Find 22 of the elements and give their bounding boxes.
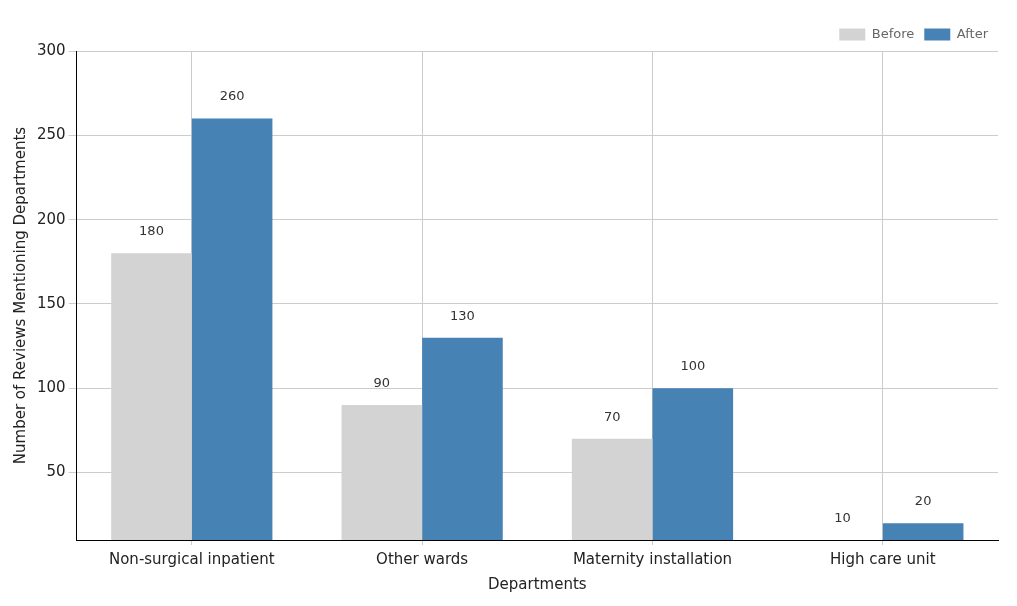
data-label: 90 [373, 374, 391, 390]
data-label: 260 [219, 88, 245, 104]
legend-label: After [956, 25, 989, 41]
x-tick-label: Other wards [376, 549, 469, 568]
x-axis-title: Departments [488, 574, 587, 593]
data-label: 100 [680, 358, 706, 374]
data-label: 20 [914, 493, 932, 509]
y-tick-label: 250 [36, 125, 66, 144]
y-tick-label: 200 [36, 209, 66, 228]
x-tick-label: Non-surgical inpatient [108, 549, 275, 568]
x-tick-label: Maternity installation [572, 549, 733, 568]
x-tick-label: High care unit [830, 549, 936, 568]
legend-label: Before [871, 25, 915, 41]
y-tick-label: 300 [36, 40, 66, 59]
y-axis-title: Number of Reviews Mentioning Departments [10, 126, 29, 465]
y-tick-label: 150 [36, 293, 66, 312]
data-label: 180 [139, 223, 164, 239]
y-tick-label: 100 [36, 378, 66, 397]
data-label: 10 [834, 509, 851, 525]
y-tick-label: 50 [46, 462, 66, 481]
data-label: 130 [450, 307, 475, 323]
data-label: 70 [603, 408, 621, 424]
